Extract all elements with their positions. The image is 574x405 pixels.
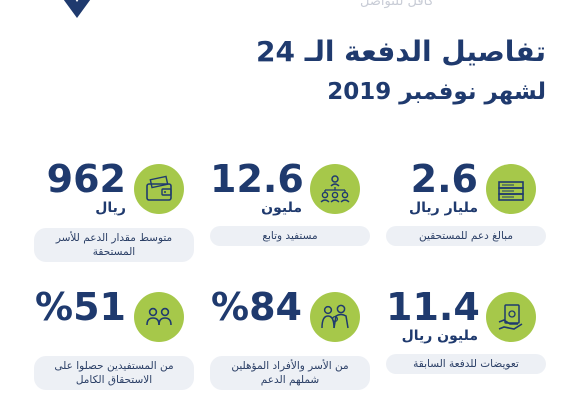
stat-average-support: 962 ريال متوسط مقدار الدعم للأسر المستحق… <box>34 157 194 262</box>
stat-label: من الأسر والأفراد المؤهلين شملهم الدعم <box>210 356 370 390</box>
stat-unit: مليون <box>261 200 302 216</box>
two-people-icon <box>134 292 184 342</box>
page-title: تفاصيل الدفعة الـ 24 <box>256 35 546 68</box>
stat-label: من المستفيدين حصلوا على الاستحقاق الكامل <box>34 356 194 390</box>
money-stack-icon <box>486 164 536 214</box>
stat-unit: مليار ريال <box>408 200 478 216</box>
stat-value: 12.6 <box>210 157 304 201</box>
stat-value: %84 <box>211 285 302 329</box>
stat-label: مبالغ دعم للمستحقين <box>386 226 546 246</box>
hand-cash-icon <box>486 292 536 342</box>
stat-value: %51 <box>35 285 126 329</box>
wallet-icon <box>134 164 184 214</box>
people-network-icon <box>310 164 360 214</box>
stat-support-amount: 2.6 مليار ريال مبالغ دعم للمستحقين <box>386 158 546 258</box>
headline: تفاصيل الدفعة الـ 24 لشهر نوفمبر 2019 <box>256 30 546 110</box>
corner-decoration <box>63 0 91 18</box>
stat-label: متوسط مقدار الدعم للأسر المستحقة <box>34 228 194 262</box>
stat-label: تعويضات للدفعة السابقة <box>386 354 546 374</box>
stat-beneficiaries: 12.6 مليون مستفيد وتابع <box>210 158 370 258</box>
stat-label: مستفيد وتابع <box>210 226 370 246</box>
stat-value: 962 <box>46 157 126 201</box>
page-subtitle: لشهر نوفمبر 2019 <box>327 79 546 105</box>
stat-unit: مليون ريال <box>401 328 478 344</box>
stat-compensation: 11.4 مليون ريال تعويضات للدفعة السابقة <box>386 286 546 386</box>
stat-families-covered: %84 من الأسر والأفراد المؤهلين شملهم الد… <box>210 285 370 390</box>
stat-unit: ريال <box>95 200 126 216</box>
stat-value: 2.6 <box>410 157 478 201</box>
family-icon <box>310 292 360 342</box>
top-faded-text: كافل للتواصل <box>360 0 434 9</box>
stat-full-entitlement: %51 من المستفيدين حصلوا على الاستحقاق ال… <box>34 285 194 390</box>
stat-value: 11.4 <box>386 285 480 329</box>
